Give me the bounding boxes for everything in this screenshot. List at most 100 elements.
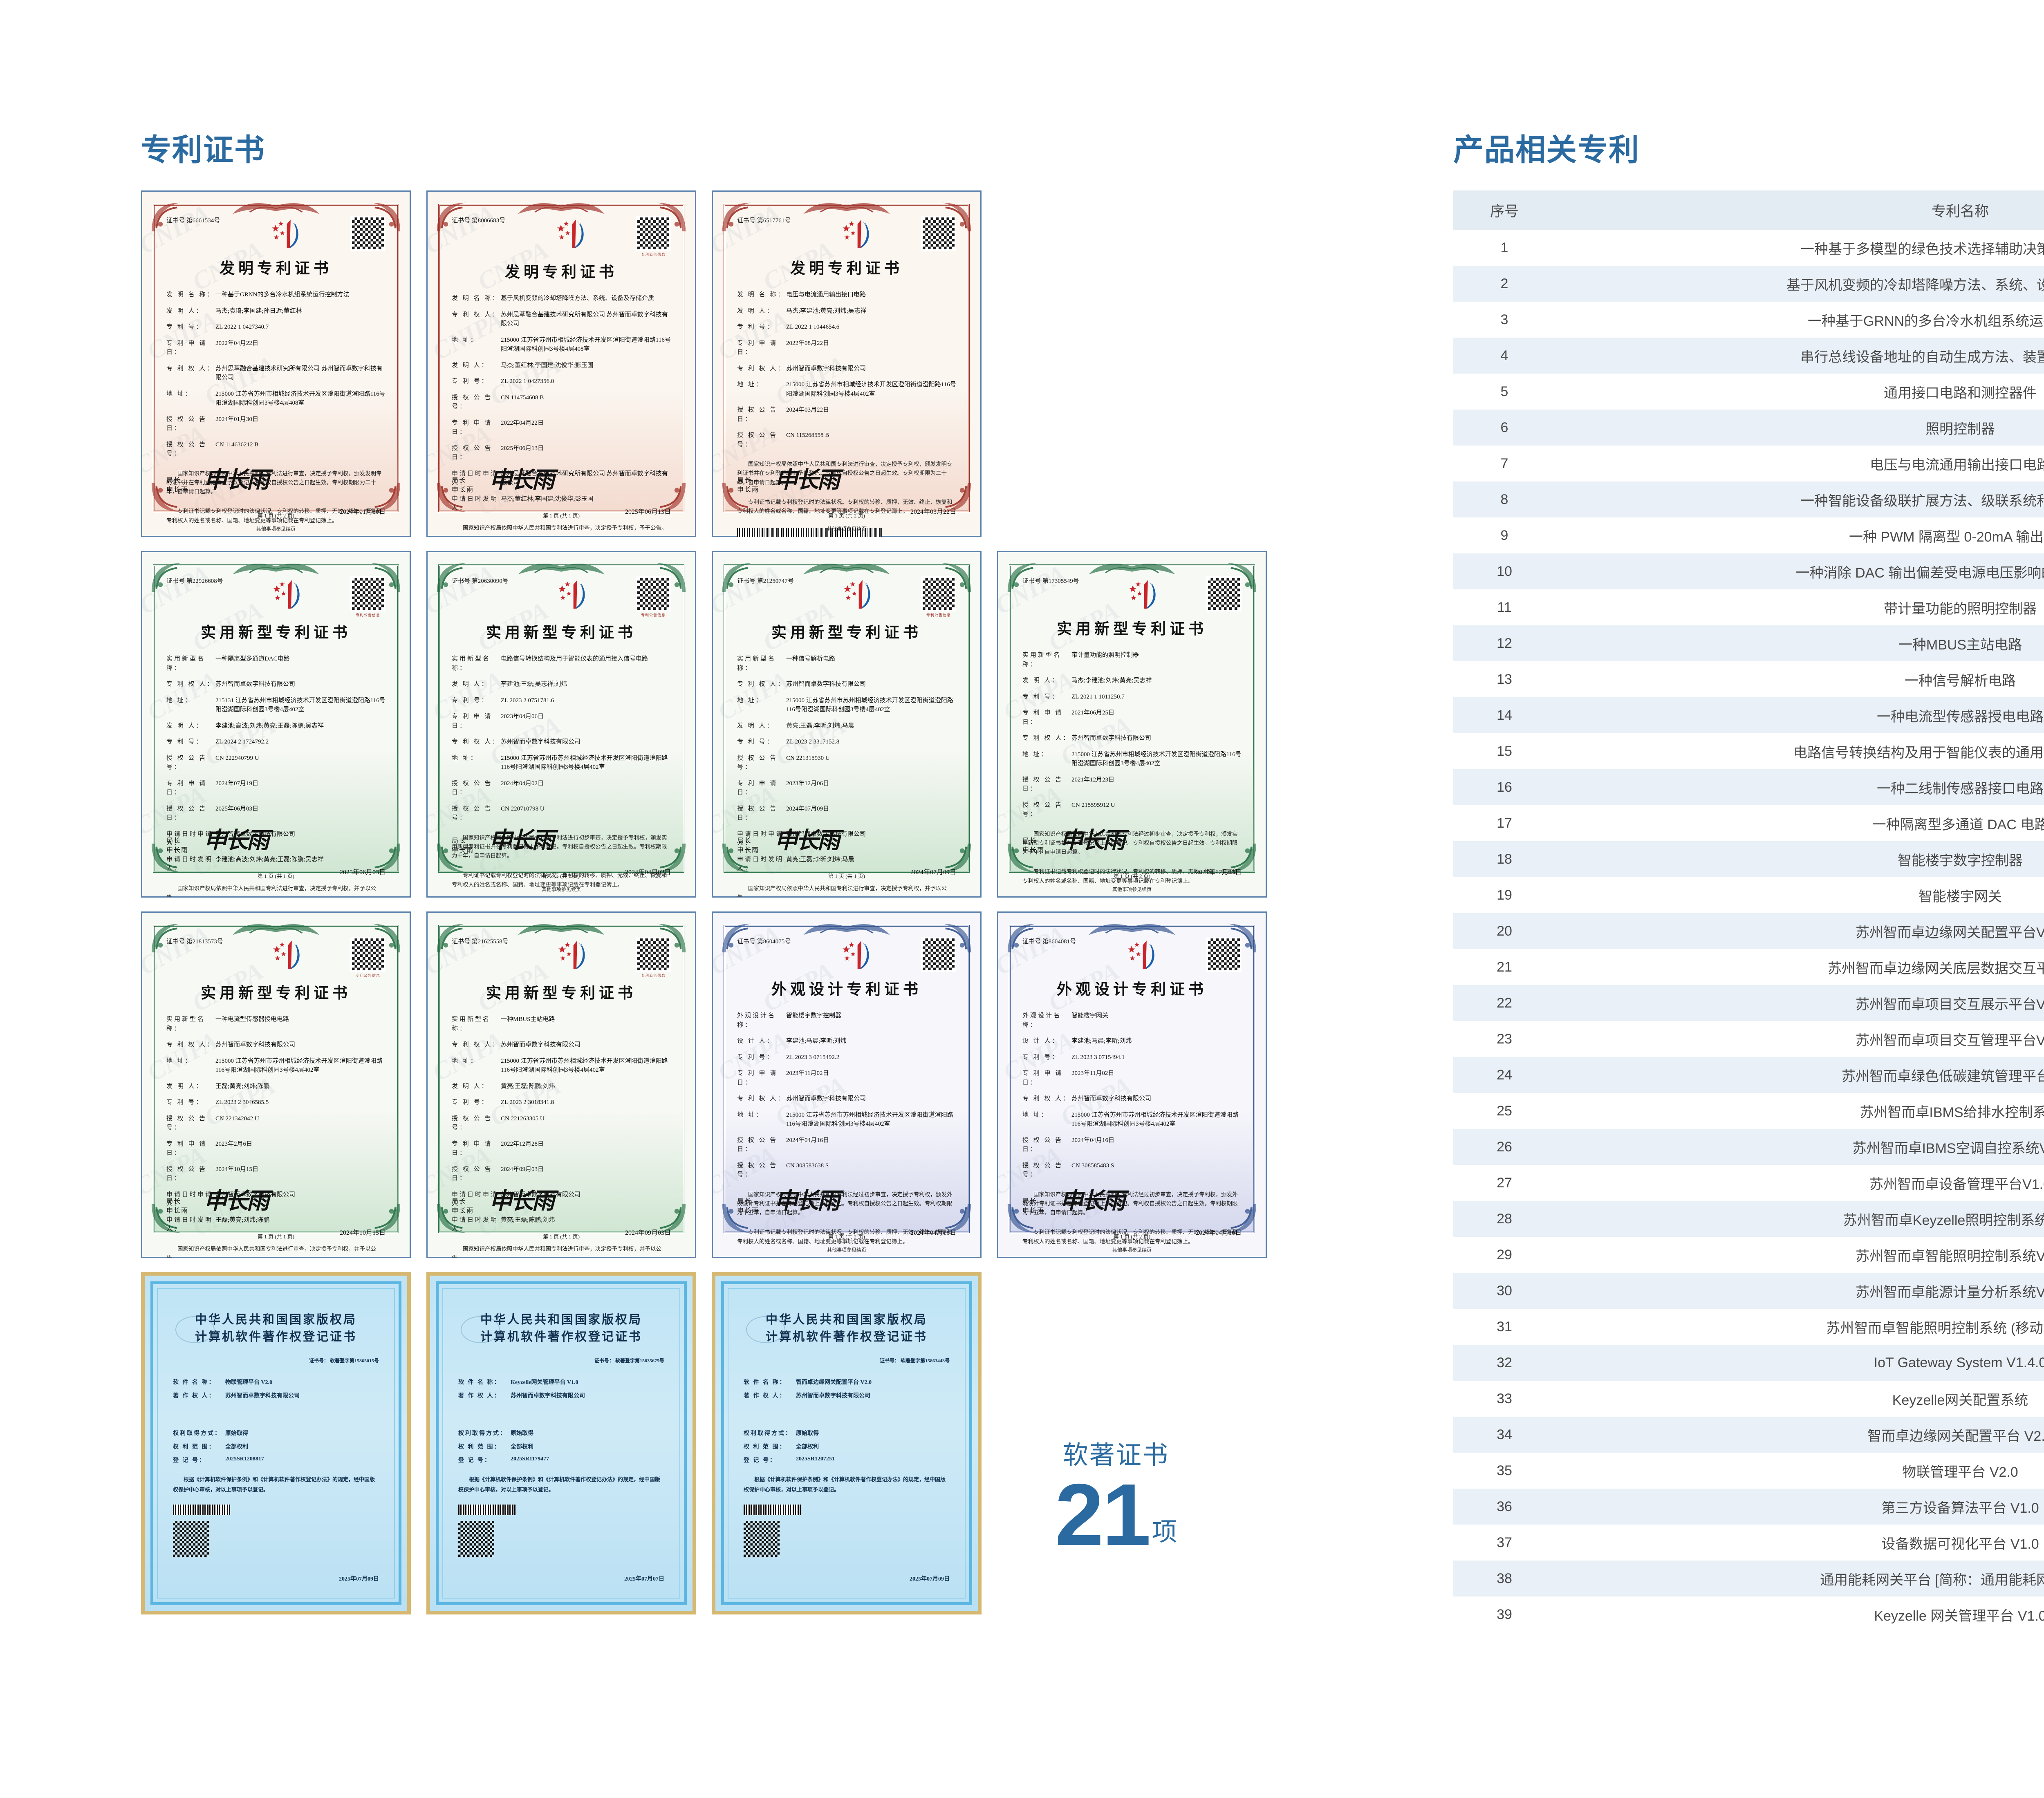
field-value: CN 308583638 S (786, 1162, 829, 1169)
field-value: 苏州智而卓数字科技有限公司 (215, 1041, 296, 1048)
barcode (737, 528, 882, 537)
certificate-content: 证书号 第21625558号 专利公告信息 实用新型专利证书 实用新型名称： 一种MBU… (452, 937, 671, 1258)
certificate-field-row: 授 权 公 告 日： 2024年01月30日 (166, 415, 385, 433)
certificate-card[interactable]: CNIPACNIPACNIPACNIPACNIPACNIPA证书号 第21813… (141, 911, 411, 1258)
certificate-field-row: 外观设计名称： 智能楼宇数字控制器 (737, 1011, 956, 1030)
ornament-top (229, 559, 323, 577)
certificate-field-row: 发 明 人： 马杰;李建池;刘炜;黄亮;吴志祥 (1022, 676, 1242, 685)
certificate-paragraph-1: 国家知识产权局依照中华人民共和国专利法进行审查，决定授予专利权，并予以公告。 (166, 885, 376, 898)
field-label: 权 利 范 围： (458, 1444, 501, 1451)
field-value: 电路信号转换结构及用于智能仪表的通用接入信号电路 (501, 656, 648, 662)
certificate-title: 中华人民共和国国家版权局 计算机软件著作权登记证书 (195, 1313, 357, 1344)
field-label: 专 利 权 人： (1022, 735, 1071, 741)
qr-caption: 专利公告信息 (926, 613, 951, 617)
certificate-field-row: 专 利 权 人： 苏州智而卓数字科技有限公司 (1022, 1094, 1242, 1104)
certificate-number: 证书号 第17305549号 (1022, 578, 1079, 584)
signature-label: 局长 申长雨 (1022, 1198, 1045, 1214)
certificate-field-row: 专 利 号： ZL 2023 2 3046585.5 (166, 1098, 385, 1107)
field-label: 地 址： (737, 1111, 764, 1118)
signature-mark: 申长雨 (775, 828, 840, 853)
field-value: 苏州智而卓数字科技有限公司 (225, 1393, 300, 1399)
certificate-field-row: 专 利 权 人： 苏州智而卓数字科技有限公司 (166, 1040, 385, 1050)
certificate-field-row: 地 址： 215000 江苏省苏州市苏州相城经济技术开发区澄阳街道澄阳路116号阳… (452, 1057, 671, 1075)
certificate-field-row: 实用新型名称： 一种电流型传感器授电电路 (166, 1015, 385, 1033)
certificate-card[interactable]: CNIPACNIPACNIPACNIPACNIPACNIPA证书号 第20630… (426, 551, 696, 898)
software-certificate-card[interactable]: 中华人民共和国国家版权局 计算机软件著作权登记证书 证书号： 软著登字第158650… (141, 1272, 411, 1614)
qr-block: 专利公告信息 (635, 937, 671, 978)
field-label: 授 权 公 告 日： (452, 1166, 493, 1182)
certificate-content: 证书号 第6661534号 发明专利证书发 明 名 称： 一种基于GRNN的多台冷水… (166, 216, 385, 524)
certificate-content: 证书号 第21813573号 专利公告信息 实用新型专利证书 实用新型名称： 一种电流型… (166, 937, 385, 1258)
field-value: 2025年06月13日 (501, 445, 544, 452)
certificate-header: 证书号 第8006683号 专利公告信息 (452, 216, 671, 257)
field-label: 专 利 权 人： (1022, 1095, 1071, 1102)
field-value: ZL 2022 1 0427340.7 (215, 324, 269, 330)
field-label: 授 权 公 告 日： (452, 780, 493, 796)
certificate-row: CNIPACNIPACNIPACNIPACNIPACNIPA证书号 第21813… (141, 911, 1267, 1258)
table-row: 3一种基于GRNN的多台冷水机组系统运行控制方法发明 (1453, 302, 2044, 338)
certificate-card[interactable]: CNIPACNIPACNIPACNIPACNIPACNIPA证书号 第17305… (997, 551, 1267, 898)
field-label: 专 利 申 请 日： (737, 780, 778, 796)
field-label: 发 明 人： (452, 1083, 489, 1090)
cell-index: 32 (1453, 1345, 1555, 1381)
cell-patent-name: 苏州智而卓项目交互展示平台V1.0 (1555, 985, 2044, 1021)
cell-index: 3 (1500, 311, 1508, 327)
field-value: 215000 江苏省苏州市相城经济技术开发区澄阳街道澄阳路116号阳澄湖国际科创… (786, 381, 956, 397)
field-value: 苏州智而卓数字科技有限公司 (501, 1041, 581, 1048)
software-certificate-card[interactable]: 中华人民共和国国家版权局 计算机软件著作权登记证书 证书号： 软著登字第158634… (712, 1272, 982, 1614)
certificate-field-row: 外观设计名称： 智能楼宇网关 (1022, 1011, 1242, 1030)
certificate-field-row: 专 利 号： ZL 2022 1 1044654.6 (737, 322, 956, 332)
table-row: 16一种二线制传感器接口电路实用新型 (1453, 769, 2044, 805)
barcode (458, 1505, 515, 1516)
field-value: 马杰;董红林;李国建;沈俊华;彭玉国 (501, 362, 594, 369)
ornament-corner-br (1226, 1202, 1258, 1234)
certificate-footer: 第 1 页 (共 2 页) (1114, 873, 1150, 879)
software-certificate-card[interactable]: 中华人民共和国国家版权局 计算机软件著作权登记证书 证书号： 软著登字第158356… (426, 1272, 696, 1614)
field-value: 215131 江苏省苏州市相城经济技术开发区澄阳街道澄阳路116号阳澄湖国际科创… (215, 697, 385, 713)
cell-index: 20 (1453, 913, 1555, 949)
cell-index: 1 (1500, 240, 1508, 255)
cnipa-logo-icon (553, 937, 591, 974)
field-label: 专 利 权 人： (166, 365, 215, 372)
certificate-paragraph-1: 国家知识产权局依照中华人民共和国专利法经过初步审查，决定授予专利权，颁发外观设计… (737, 1191, 953, 1216)
certificate-field-row: 登 记 号： 2025SR1179477 (458, 1456, 664, 1464)
cell-patent-name: 基于风机变频的冷却塔降噪方法、系统、设备及存储介质 (1555, 266, 2044, 302)
field-label: 授 权 公 告 日： (1022, 1137, 1063, 1153)
field-label: 权 利 范 围： (173, 1444, 216, 1451)
cell-index: 38 (1453, 1561, 1555, 1596)
table-row: 12一种MBUS主站电路实用新型 (1453, 625, 2044, 661)
certificate-card[interactable]: CNIPACNIPACNIPACNIPACNIPACNIPA证书号 第21625… (426, 911, 696, 1258)
field-value: 苏州思萃融合基建技术研究所有限公司 苏州智而卓数字科技有限公司 (501, 311, 668, 327)
table-row: 13一种信号解析电路实用新型 (1453, 661, 2044, 697)
qr-caption: 专利公告信息 (641, 613, 666, 617)
cell-index: 7 (1500, 455, 1508, 471)
field-value: 一种信号解析电路 (786, 656, 836, 662)
cnipa-logo-icon (1124, 576, 1161, 614)
table-row: 9一种 PWM 隔离型 0-20mA 输出电路发明 (1453, 517, 2044, 553)
cell-index: 35 (1497, 1462, 1512, 1478)
certificate-card[interactable]: CNIPACNIPACNIPACNIPACNIPACNIPA证书号 第80066… (426, 190, 696, 537)
field-value: 215000 江苏省苏州市苏州相城经济技术开发区澄阳街道澄阳路116号阳澄湖国际… (786, 1111, 953, 1128)
certificate-footer-note: 其他事项参见续页 (256, 526, 296, 532)
certificate-gradient (439, 1110, 684, 1233)
certificate-card[interactable]: CNIPACNIPACNIPACNIPACNIPACNIPA证书号 第86040… (712, 911, 982, 1258)
certificate-card[interactable]: CNIPACNIPACNIPACNIPACNIPACNIPA证书号 第22926… (141, 551, 411, 898)
certificate-content: 中华人民共和国国家版权局 计算机软件著作权登记证书 证书号： 软著登字第158356… (458, 1307, 664, 1586)
field-value: 智而卓边缘网关配置平台 V2.0 (796, 1379, 872, 1386)
signature-block: 局长 申长雨 申长雨 2024年09月03日 (452, 1182, 671, 1236)
certificate-card[interactable]: CNIPACNIPACNIPACNIPACNIPACNIPA证书号 第21250… (712, 551, 982, 898)
field-label: 授 权 公 告 号： (1022, 1162, 1063, 1178)
certificate-field-row: 专 利 号： ZL 2023 2 3018341.8 (452, 1098, 671, 1107)
cell-index: 17 (1497, 815, 1512, 831)
cell-index: 6 (1453, 410, 1555, 446)
qr-block: 专利公告信息 (635, 216, 671, 257)
certificate-card[interactable]: CNIPACNIPACNIPACNIPACNIPACNIPA证书号 第65177… (712, 190, 982, 537)
certificate-content: 中华人民共和国国家版权局 计算机软件著作权登记证书 证书号： 软著登字第158634… (744, 1307, 950, 1586)
certificate-field-row: 授 权 公 告 日： 2025年06月13日 (452, 444, 671, 462)
certificate-card[interactable]: CNIPACNIPACNIPACNIPACNIPACNIPA证书号 第66615… (141, 190, 411, 537)
certificate-footer-note: 其他事项参见续页 (1112, 1247, 1152, 1253)
certificate-card[interactable]: CNIPACNIPACNIPACNIPACNIPACNIPA证书号 第86040… (997, 911, 1267, 1258)
field-value: 苏州思萃融合基建技术研究所有限公司 苏州智而卓数字科技有限公司 (215, 365, 383, 381)
